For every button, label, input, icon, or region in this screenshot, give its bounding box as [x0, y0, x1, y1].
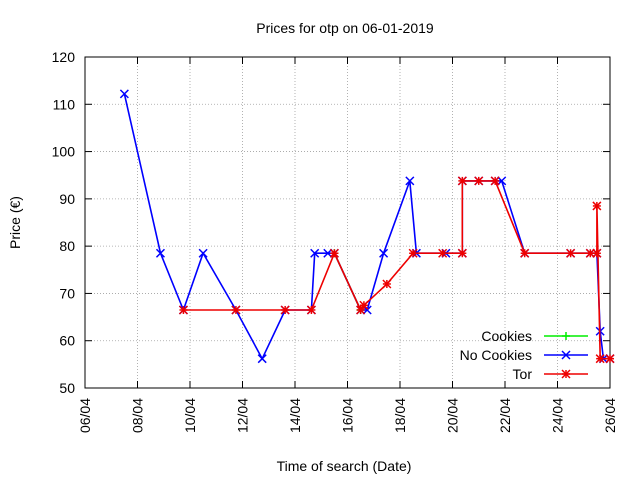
data-point — [605, 354, 615, 364]
data-point — [155, 248, 165, 258]
y-tick-label: 60 — [59, 333, 75, 349]
grid-lines — [85, 57, 610, 388]
data-point — [592, 201, 602, 211]
legend-label: No Cookies — [460, 347, 532, 363]
data-point — [379, 248, 389, 258]
x-tick-label: 12/04 — [235, 398, 251, 433]
data-point — [566, 248, 576, 258]
x-tick-label: 16/04 — [340, 398, 356, 433]
legend-label: Tor — [513, 366, 533, 382]
data-point — [592, 248, 602, 258]
legend: Cookies No Cookies Tor — [460, 328, 588, 382]
x-tick-label: 08/04 — [130, 398, 146, 433]
data-point — [178, 305, 188, 315]
series-group — [119, 89, 615, 364]
data-point — [457, 248, 467, 258]
data-point — [359, 300, 369, 310]
y-tick-label: 70 — [59, 285, 75, 301]
x-axis-label: Time of search (Date) — [277, 458, 412, 474]
x-tick-label: 20/04 — [445, 398, 461, 433]
data-point — [520, 248, 530, 258]
data-point — [382, 279, 392, 289]
legend-item: Tor — [513, 366, 588, 382]
data-point — [119, 89, 129, 99]
x-axis-ticks: 06/04 08/04 10/04 12/04 14/04 16/04 18/04 20/04… — [77, 57, 618, 433]
series-tor — [178, 176, 615, 364]
legend-item: Cookies — [481, 328, 588, 344]
x-tick-label: 06/04 — [77, 398, 93, 433]
data-point — [405, 176, 415, 186]
data-point — [310, 248, 320, 258]
y-axis-ticks: 50 60 70 80 90 100 110 120 — [52, 49, 610, 396]
data-point — [306, 305, 316, 315]
x-tick-label: 14/04 — [287, 398, 303, 433]
data-point — [198, 248, 208, 258]
series-line — [123, 93, 610, 360]
chart-title: Prices for otp on 06-01-2019 — [256, 20, 434, 36]
data-point — [438, 248, 448, 258]
data-point — [280, 305, 290, 315]
data-point — [497, 176, 507, 186]
x-tick-label: 22/04 — [497, 398, 513, 433]
legend-item: No Cookies — [460, 347, 588, 363]
data-point — [231, 305, 241, 315]
y-tick-label: 110 — [53, 96, 76, 112]
x-tick-label: 10/04 — [182, 398, 198, 433]
y-tick-label: 120 — [52, 49, 76, 65]
data-point — [595, 354, 605, 364]
y-tick-label: 50 — [59, 380, 75, 396]
data-point — [474, 176, 484, 186]
data-point — [257, 354, 267, 364]
y-tick-label: 90 — [59, 191, 75, 207]
data-point — [408, 248, 418, 258]
x-tick-label: 18/04 — [392, 398, 408, 433]
data-point — [490, 176, 500, 186]
legend-marker — [561, 369, 571, 379]
y-tick-label: 100 — [52, 144, 76, 160]
x-tick-label: 26/04 — [602, 398, 618, 433]
legend-marker — [561, 350, 571, 360]
y-axis-label: Price (€) — [7, 196, 23, 249]
legend-marker — [562, 332, 570, 340]
y-tick-label: 80 — [59, 238, 75, 254]
data-point — [329, 248, 339, 258]
legend-label: Cookies — [481, 328, 532, 344]
data-point — [457, 176, 467, 186]
series-no-cookies — [119, 89, 615, 364]
data-point — [323, 248, 333, 258]
x-tick-label: 24/04 — [550, 398, 566, 433]
